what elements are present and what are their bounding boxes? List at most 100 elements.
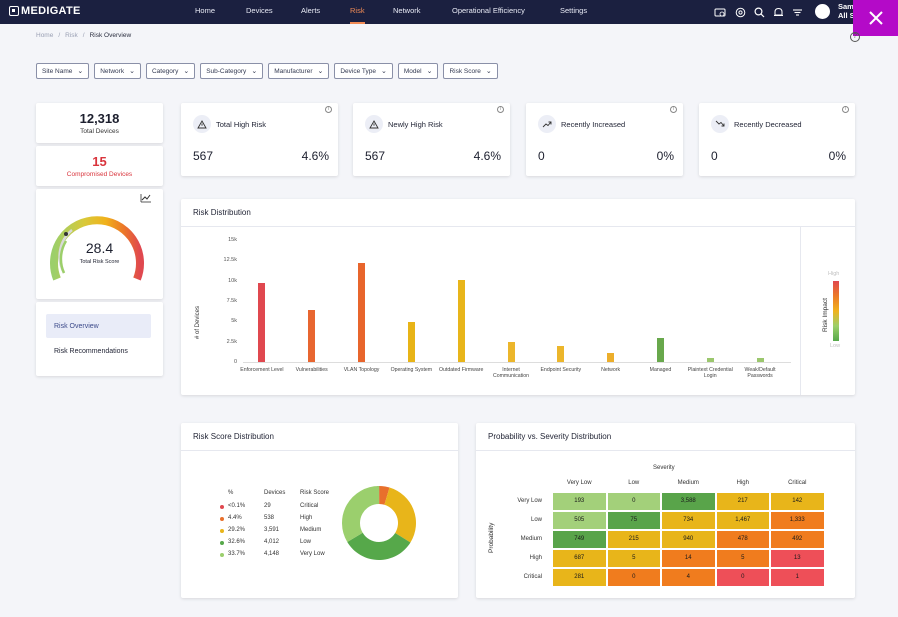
heatmap-cell[interactable]: 0: [606, 492, 661, 511]
menu-item-risk-recommendations[interactable]: Risk Recommendations: [54, 348, 128, 355]
heatmap-cell[interactable]: 4: [661, 568, 716, 587]
heatmap-cell[interactable]: 217: [715, 492, 770, 511]
stethoscope-icon[interactable]: [734, 6, 746, 18]
filter-sub-category[interactable]: Sub-Category ⌄: [200, 63, 264, 79]
risk-impact-label: Risk Impact: [822, 298, 829, 332]
trend-chart-icon[interactable]: [140, 193, 152, 203]
impact-low-label: Low: [830, 343, 841, 349]
compromised-value: 15: [92, 154, 107, 169]
heatmap-cell[interactable]: 687: [552, 549, 607, 568]
bar[interactable]: [308, 309, 316, 362]
nav-settings[interactable]: Settings: [560, 6, 588, 15]
filter-category[interactable]: Category ⌄: [145, 63, 196, 79]
filter-device-type[interactable]: Device Type ⌄: [334, 63, 393, 79]
heatmap-cell[interactable]: 3,588: [661, 492, 716, 511]
info-icon[interactable]: i: [842, 106, 849, 113]
bar[interactable]: [358, 262, 366, 362]
filter-manufacturer[interactable]: Manufacturer ⌄: [268, 63, 330, 79]
bar[interactable]: [557, 345, 565, 362]
donut-slice[interactable]: [384, 487, 416, 543]
info-icon[interactable]: i: [325, 106, 332, 113]
donut-slice[interactable]: [379, 486, 390, 505]
legend-dot: [220, 529, 224, 533]
heatmap-cell[interactable]: 14: [661, 549, 716, 568]
heatmap-cell[interactable]: 1,333: [770, 511, 825, 530]
heatmap-cell[interactable]: 75: [606, 511, 661, 530]
filter-network[interactable]: Network ⌄: [94, 63, 141, 79]
nav-home[interactable]: Home: [195, 6, 216, 15]
nav-devices[interactable]: Devices: [246, 6, 273, 15]
heatmap-cell[interactable]: 281: [552, 568, 607, 587]
kpi-card-recently-increased[interactable]: i Recently Increased 0 0%: [526, 103, 683, 176]
risk-score-label: Total Risk Score: [79, 259, 120, 265]
breadcrumb-home[interactable]: Home: [36, 32, 54, 39]
search-icon[interactable]: [753, 6, 765, 18]
heatmap-cell[interactable]: 13: [770, 549, 825, 568]
nav-alerts[interactable]: Alerts: [301, 6, 321, 15]
notifications-bell-icon[interactable]: [772, 6, 784, 18]
heatmap-cell[interactable]: 5: [606, 549, 661, 568]
total-devices-card[interactable]: 12,318 Total Devices: [36, 103, 163, 143]
medigate-logo[interactable]: MEDIGATE: [9, 5, 81, 17]
device-sync-icon[interactable]: [714, 6, 726, 18]
chevron-down-icon: ⌄: [129, 68, 135, 75]
heatmap-cell[interactable]: 505: [552, 511, 607, 530]
heatmap-cell[interactable]: 0: [606, 568, 661, 587]
heatmap-cell[interactable]: 1,467: [715, 511, 770, 530]
heatmap-cell[interactable]: 492: [770, 530, 825, 549]
filter-model[interactable]: Model ⌄: [397, 63, 439, 79]
x-tick-label: Operating System: [390, 367, 433, 373]
kpi-card-newly-high-risk[interactable]: i Newly High Risk 567 4.6%: [353, 103, 510, 176]
nav-risk[interactable]: Risk: [350, 0, 365, 24]
filter-site-name[interactable]: Site Name ⌄: [36, 63, 90, 79]
donut-slice[interactable]: [342, 486, 380, 543]
kpi-card-recently-decreased[interactable]: i Recently Decreased 0 0%: [699, 103, 855, 176]
filter-risk-score[interactable]: Risk Score ⌄: [443, 63, 498, 79]
filter-label: Category: [151, 67, 179, 75]
menu-item-risk-overview[interactable]: Risk Overview: [54, 323, 99, 330]
probability-axis-title: Probability: [488, 522, 495, 553]
risk-score-gauge: [50, 216, 144, 281]
user-name[interactable]: Sam All S: [838, 2, 855, 20]
info-icon[interactable]: i: [670, 106, 677, 113]
heatmap-cell[interactable]: 142: [770, 492, 825, 511]
heatmap-cell[interactable]: 1: [770, 568, 825, 587]
bar[interactable]: [258, 283, 266, 362]
bar[interactable]: [656, 338, 664, 362]
heatmap-cell[interactable]: 193: [552, 492, 607, 511]
heatmap-cell[interactable]: 478: [715, 530, 770, 549]
info-icon[interactable]: i: [497, 106, 504, 113]
kpi-card-total-high-risk[interactable]: i Total High Risk 567 4.6%: [181, 103, 338, 176]
heatmap-cell[interactable]: 940: [661, 530, 716, 549]
heatmap-cell[interactable]: 749: [552, 530, 607, 549]
heatmap-cell[interactable]: 734: [661, 511, 716, 530]
risk-impact-gradient-bar: [833, 281, 839, 341]
bar[interactable]: [407, 322, 415, 362]
donut-slice[interactable]: [347, 532, 411, 560]
help-icon[interactable]: ?: [850, 32, 860, 42]
logo-icon: [9, 6, 19, 16]
bar[interactable]: [457, 279, 465, 362]
nav-network[interactable]: Network: [393, 6, 421, 15]
filter-list-icon[interactable]: [791, 6, 803, 18]
bar[interactable]: [756, 357, 764, 362]
x-tick-label: Endpoint Security: [540, 367, 582, 373]
compromised-devices-card[interactable]: 15 Compromised Devices: [36, 146, 163, 186]
divider: [476, 450, 855, 451]
risk-distribution-title: Risk Distribution: [193, 208, 251, 217]
bar[interactable]: [607, 353, 615, 362]
bar[interactable]: [706, 357, 714, 362]
legend-score: Critical: [300, 503, 319, 509]
nav-operational-efficiency[interactable]: Operational Efficiency: [452, 6, 525, 15]
heatmap-cell[interactable]: 215: [606, 530, 661, 549]
heatmap-cell[interactable]: 0: [715, 568, 770, 587]
heatmap-cell[interactable]: 5: [715, 549, 770, 568]
legend-pct: <0.1%: [228, 503, 246, 509]
severity-column-label: Critical: [788, 480, 807, 486]
user-avatar[interactable]: [815, 4, 830, 19]
filter-label: Sub-Category: [206, 67, 247, 75]
breadcrumb-risk[interactable]: Risk: [65, 32, 78, 39]
bar[interactable]: [507, 342, 515, 362]
y-tick-label: 0: [233, 359, 237, 365]
close-button[interactable]: [853, 0, 898, 36]
